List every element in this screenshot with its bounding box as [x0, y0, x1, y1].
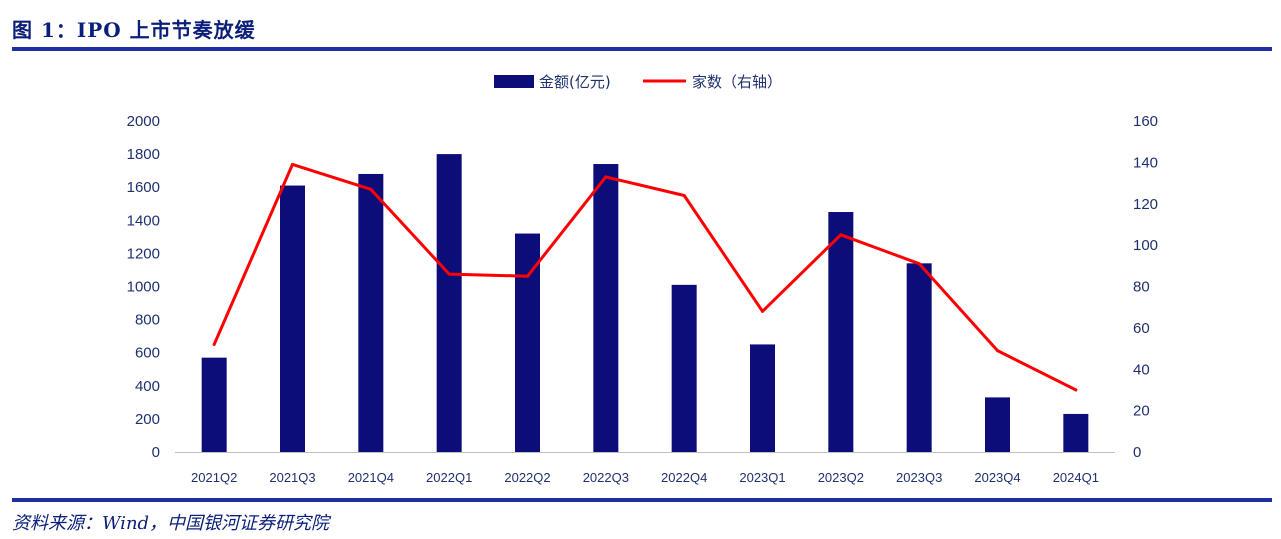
right-tick-label: 160: [1133, 113, 1158, 130]
legend: 金额(亿元) 家数（右轴）: [494, 73, 782, 91]
bar-2023Q1: [750, 344, 775, 452]
bar-2024Q1: [1063, 413, 1089, 452]
left-tick-label: 1400: [127, 212, 160, 229]
x-tick-label: 2021Q3: [269, 470, 315, 485]
bar-2023Q2: [828, 212, 854, 452]
left-tick-label: 800: [135, 312, 160, 329]
right-tick-label: 0: [1133, 444, 1141, 461]
title-rule: [12, 47, 1272, 51]
x-tick-label: 2024Q1: [1053, 470, 1099, 485]
line-point-2021Q4: [369, 187, 373, 191]
left-tick-label: 1200: [127, 245, 160, 262]
left-axis-ticks: 0 200 400 600 800 1000 1200 1400 1600 1800 2000: [127, 113, 160, 461]
bar-2021Q2: [201, 357, 227, 452]
line-point-2023Q1: [761, 309, 764, 313]
line-point-2022Q2: [526, 274, 529, 278]
source-rule: [12, 498, 1272, 502]
right-tick-label: 20: [1133, 403, 1150, 420]
figure-title: 图 1：IPO 上市节奏放缓: [12, 18, 256, 42]
left-tick-label: 0: [152, 444, 160, 461]
left-tick-label: 1800: [127, 146, 160, 163]
x-tick-label: 2022Q1: [426, 470, 472, 485]
line-point-2023Q2: [839, 233, 843, 237]
line-point-2022Q1: [447, 272, 451, 276]
right-tick-label: 60: [1133, 320, 1150, 337]
right-tick-label: 100: [1133, 237, 1158, 254]
left-tick-label: 1000: [127, 279, 160, 296]
legend-label-amount: 金额(亿元): [539, 73, 611, 91]
line-point-2022Q4: [682, 193, 686, 197]
x-tick-label: 2023Q1: [739, 470, 785, 485]
bar-2022Q3: [593, 164, 619, 452]
legend-swatch-amount: [494, 75, 534, 88]
left-tick-label: 200: [135, 411, 160, 428]
bar-2023Q4: [985, 397, 1010, 452]
right-tick-label: 40: [1133, 361, 1150, 378]
bar-2023Q3: [906, 263, 932, 452]
source-note: 资料来源：Wind，中国银河证券研究院: [12, 513, 330, 534]
bar-2022Q2: [515, 233, 540, 452]
line-point-2021Q2: [212, 342, 216, 346]
bar-2022Q1: [436, 154, 462, 452]
line-point-2021Q3: [291, 162, 294, 166]
left-tick-label: 600: [135, 345, 160, 362]
legend-label-count: 家数（右轴）: [692, 73, 782, 91]
line-point-2024Q1: [1074, 388, 1078, 392]
line-count: [212, 162, 1078, 392]
left-tick-label: 1600: [127, 179, 160, 196]
left-tick-label: 400: [135, 378, 160, 395]
right-axis-ticks: 0 20 40 60 80 100 120 140 160: [1133, 113, 1158, 461]
x-axis: 2021Q2 2021Q3 2021Q4 2022Q1 2022Q2 2022Q3 2022…: [175, 452, 1115, 485]
right-tick-label: 140: [1133, 154, 1158, 171]
x-tick-label: 2022Q2: [504, 470, 550, 485]
line-series: [212, 162, 1078, 392]
x-tick-label: 2022Q3: [583, 470, 629, 485]
bar-series: [201, 154, 1089, 453]
x-tick-label: 2021Q2: [191, 470, 237, 485]
line-point-2022Q3: [604, 175, 608, 179]
x-tick-label: 2023Q2: [818, 470, 864, 485]
x-tick-label: 2023Q4: [974, 470, 1020, 485]
x-tick-label: 2023Q3: [896, 470, 942, 485]
line-point-2023Q4: [996, 349, 999, 353]
x-tick-label: 2022Q4: [661, 470, 707, 485]
right-tick-label: 120: [1133, 196, 1158, 213]
bar-2021Q4: [358, 173, 384, 452]
right-tick-label: 80: [1133, 279, 1150, 296]
left-tick-label: 2000: [127, 113, 160, 130]
bar-2022Q4: [671, 284, 697, 452]
x-tick-label: 2021Q4: [348, 470, 394, 485]
bar-2021Q3: [280, 185, 305, 453]
line-point-2023Q3: [917, 262, 921, 266]
